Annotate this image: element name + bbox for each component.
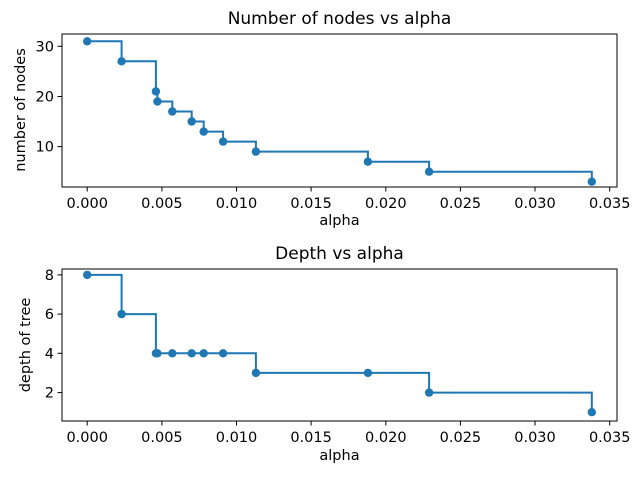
y-tick-label: 20 xyxy=(36,90,54,106)
x-tick-label: 0.020 xyxy=(365,430,407,446)
series-line xyxy=(87,40,593,182)
data-point xyxy=(363,368,373,378)
x-tick-label: 0.015 xyxy=(290,430,332,446)
x-axis-label-alpha-top: alpha xyxy=(319,213,360,229)
data-point xyxy=(83,37,92,46)
data-point xyxy=(168,107,177,116)
data-point xyxy=(199,349,208,358)
x-tick-label: 0.025 xyxy=(440,196,482,212)
x-tick-label: 0.005 xyxy=(141,196,183,212)
data-point xyxy=(83,270,92,280)
x-tick-label: 0.005 xyxy=(141,430,183,446)
data-point xyxy=(168,349,177,358)
data-point xyxy=(587,177,596,186)
data-point xyxy=(251,368,261,378)
series-line xyxy=(87,273,593,413)
x-tick-label: 0.010 xyxy=(216,430,258,446)
x-tick-label: 0.000 xyxy=(66,196,108,212)
data-point xyxy=(218,349,228,358)
y-axis-label-depth-of-tree: depth of tree xyxy=(18,297,34,393)
chart-title-nodes-vs-alpha: Number of nodes vs alpha xyxy=(227,9,452,29)
y-axis-label-number-of-nodes: number of nodes xyxy=(13,48,29,172)
data-point xyxy=(424,167,434,176)
data-point xyxy=(587,408,596,417)
data-point xyxy=(199,127,208,136)
data-point xyxy=(187,117,196,126)
axes-spines xyxy=(61,268,618,422)
x-tick-label: 0.010 xyxy=(216,196,258,212)
data-point xyxy=(251,147,261,156)
chart-title-depth-vs-alpha: Depth vs alpha xyxy=(275,244,404,264)
data-point xyxy=(117,309,126,319)
x-tick-label: 0.035 xyxy=(589,430,631,446)
data-point xyxy=(153,97,162,106)
data-point xyxy=(151,87,161,96)
x-axis-label-alpha-bottom: alpha xyxy=(319,448,360,464)
x-tick-label: 0.000 xyxy=(66,430,108,446)
data-point xyxy=(117,57,126,66)
y-tick-label: 30 xyxy=(36,39,54,55)
x-tick-label: 0.025 xyxy=(440,430,482,446)
y-tick-label: 6 xyxy=(45,307,54,323)
y-tick-label: 4 xyxy=(45,346,54,362)
y-tick-label: 10 xyxy=(36,140,54,156)
y-tick-label: 8 xyxy=(45,268,54,284)
data-point xyxy=(363,157,373,166)
x-tick-label: 0.030 xyxy=(514,430,556,446)
x-tick-label: 0.020 xyxy=(365,196,407,212)
data-point xyxy=(187,349,196,358)
x-tick-label: 0.030 xyxy=(514,196,556,212)
data-point xyxy=(218,137,228,146)
y-tick-label: 2 xyxy=(45,386,54,402)
x-tick-label: 0.035 xyxy=(589,196,631,212)
axes-1: 0.000 0.005 0.010 0.015 0.020 0.025 0.030 0.035… xyxy=(45,268,631,446)
axes-0: 0.000 0.005 0.010 0.015 0.020 0.025 0.030 0.035… xyxy=(36,33,631,212)
data-point xyxy=(424,388,434,397)
data-point xyxy=(153,349,162,358)
axes-spines xyxy=(61,33,618,188)
x-tick-label: 0.015 xyxy=(290,196,332,212)
